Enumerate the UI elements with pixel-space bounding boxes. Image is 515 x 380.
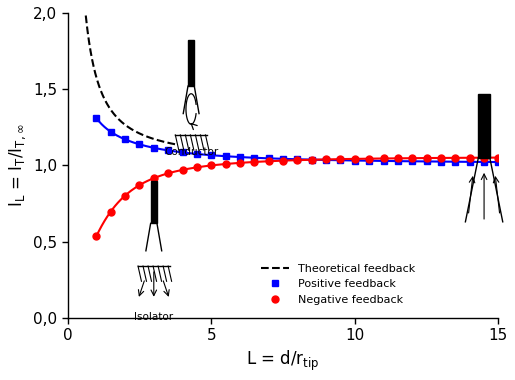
- Text: Conductor: Conductor: [164, 147, 218, 157]
- Text: Isolator: Isolator: [134, 312, 174, 322]
- Positive feedback: [308, 157, 315, 162]
- Negative feedback: [337, 157, 344, 162]
- Positive feedback: [122, 137, 128, 142]
- Positive feedback: [495, 160, 502, 165]
- Positive feedback: [323, 158, 329, 162]
- Bar: [188, 40, 194, 86]
- Positive feedback: [280, 157, 286, 161]
- Negative feedback: [93, 234, 99, 239]
- Negative feedback: [165, 171, 171, 176]
- Positive feedback: [165, 148, 171, 153]
- Negative feedback: [381, 156, 387, 161]
- Negative feedback: [467, 155, 473, 160]
- Positive feedback: [438, 159, 444, 164]
- Positive feedback: [108, 130, 114, 134]
- Legend: Theoretical feedback, Positive feedback, Negative feedback: Theoretical feedback, Positive feedback,…: [257, 259, 420, 309]
- Negative feedback: [308, 157, 315, 162]
- Negative feedback: [481, 155, 487, 160]
- Negative feedback: [122, 193, 128, 198]
- Theoretical feedback: [174, 142, 180, 147]
- Y-axis label: I$_{\mathregular{L}}$ = I$_{\mathregular{T}}$/I$_{\mathregular{T,∞}}$: I$_{\mathregular{L}}$ = I$_{\mathregular…: [7, 124, 27, 207]
- Negative feedback: [280, 158, 286, 163]
- Positive feedback: [237, 155, 243, 159]
- Positive feedback: [395, 159, 401, 163]
- Theoretical feedback: [154, 138, 161, 142]
- Positive feedback: [194, 152, 200, 156]
- Negative feedback: [108, 209, 114, 214]
- Positive feedback: [136, 142, 143, 147]
- Theoretical feedback: [96, 84, 102, 89]
- Positive feedback: [208, 153, 214, 157]
- Negative feedback: [423, 156, 430, 160]
- Positive feedback: [222, 154, 229, 158]
- Positive feedback: [381, 159, 387, 163]
- Negative feedback: [352, 157, 358, 161]
- Negative feedback: [438, 156, 444, 160]
- Negative feedback: [294, 158, 300, 162]
- Bar: [151, 180, 157, 223]
- Positive feedback: [467, 160, 473, 164]
- Positive feedback: [151, 146, 157, 150]
- X-axis label: L = d/r$_{\mathregular{tip}}$: L = d/r$_{\mathregular{tip}}$: [246, 349, 320, 373]
- Line: Positive feedback: Positive feedback: [93, 115, 502, 166]
- Theoretical feedback: [113, 114, 119, 119]
- Negative feedback: [452, 155, 458, 160]
- Negative feedback: [136, 183, 143, 187]
- Negative feedback: [323, 157, 329, 162]
- Negative feedback: [237, 161, 243, 165]
- Bar: [478, 94, 490, 158]
- Positive feedback: [409, 159, 416, 163]
- Positive feedback: [481, 160, 487, 164]
- Negative feedback: [251, 160, 258, 164]
- Negative feedback: [179, 168, 185, 172]
- Theoretical feedback: [83, 13, 89, 18]
- Negative feedback: [194, 165, 200, 169]
- Negative feedback: [222, 162, 229, 166]
- Theoretical feedback: [83, 22, 90, 26]
- Negative feedback: [395, 156, 401, 161]
- Positive feedback: [93, 116, 99, 120]
- Positive feedback: [251, 155, 258, 160]
- Negative feedback: [409, 156, 416, 160]
- Line: Negative feedback: Negative feedback: [93, 154, 502, 240]
- Positive feedback: [337, 158, 344, 163]
- Negative feedback: [495, 155, 502, 160]
- Line: Theoretical feedback: Theoretical feedback: [86, 16, 177, 144]
- Positive feedback: [366, 158, 372, 163]
- Positive feedback: [266, 156, 272, 161]
- Positive feedback: [294, 157, 300, 162]
- Negative feedback: [208, 163, 214, 168]
- Positive feedback: [352, 158, 358, 163]
- Positive feedback: [423, 159, 430, 164]
- Positive feedback: [179, 150, 185, 155]
- Negative feedback: [266, 159, 272, 163]
- Positive feedback: [452, 160, 458, 164]
- Negative feedback: [366, 157, 372, 161]
- Theoretical feedback: [87, 45, 93, 49]
- Theoretical feedback: [127, 126, 133, 131]
- Negative feedback: [151, 176, 157, 180]
